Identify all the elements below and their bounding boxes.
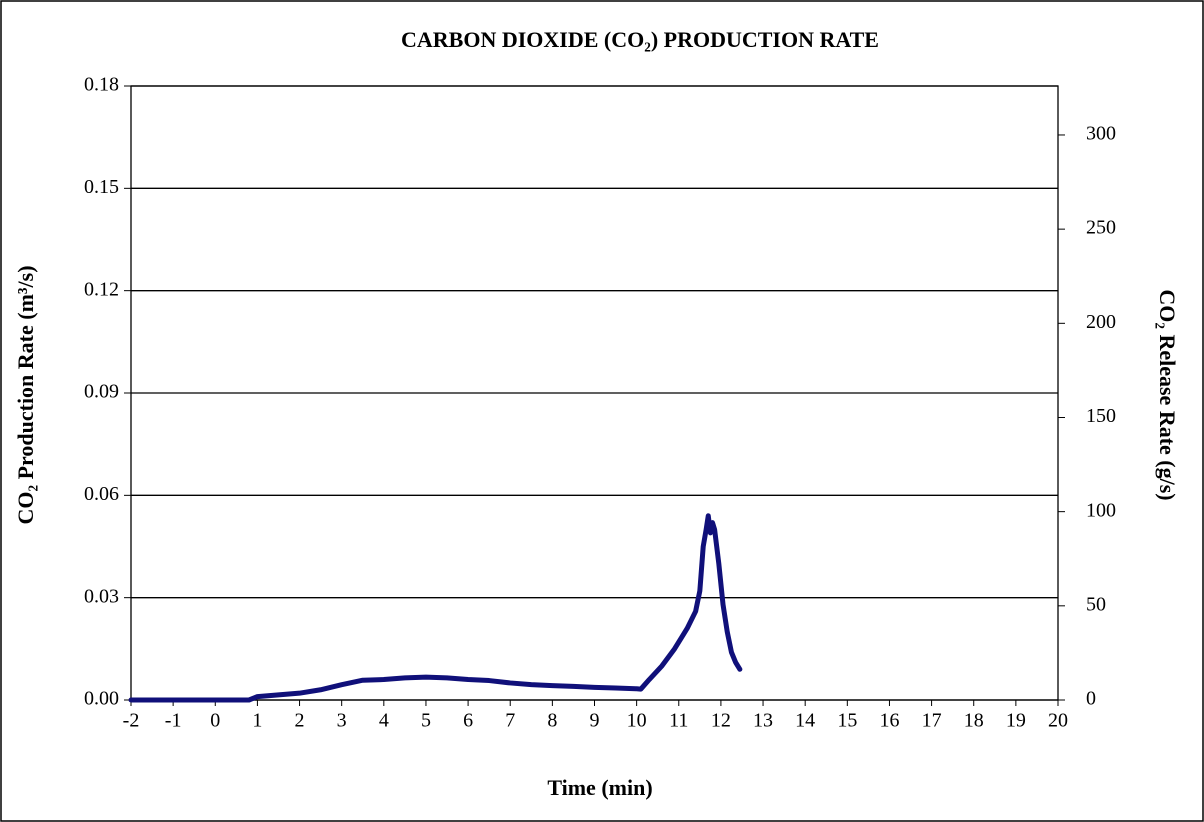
x-tick-label: 18 [964,710,984,732]
plot-area [130,85,1059,701]
x-tick-label: 3 [337,710,347,732]
x-tick-label: 11 [669,710,688,732]
y2-tick-label: 150 [1086,405,1116,427]
y2-tick-label: 300 [1086,123,1116,145]
chart-title: CARBON DIOXIDE (CO₂) PRODUCTION RATE [401,27,879,52]
y2-tick-label: 50 [1086,593,1106,615]
x-tick-label: 20 [1048,710,1068,732]
x-tick-label: 6 [463,710,473,732]
y-tick-label: 0.12 [84,278,119,300]
x-tick-label: 13 [753,710,773,732]
x-tick-label: 2 [295,710,305,732]
y-tick-label: 0.03 [84,585,119,607]
y2-tick-label: 250 [1086,217,1116,239]
x-tick-label: 7 [505,710,515,732]
x-tick-label: 5 [421,710,431,732]
data-line [128,513,743,703]
y-tick-label: 0.06 [84,483,119,505]
x-tick-label: 17 [922,710,942,732]
x-tick-label: 14 [795,710,815,732]
x-tick-label: 10 [627,710,647,732]
y2-tick-label: 0 [1086,688,1096,710]
x-tick-label: 19 [1006,710,1026,732]
x-tick-label: 12 [711,710,731,732]
x-tick-label: 16 [879,710,899,732]
y-tick-label: 0.09 [84,381,119,403]
x-axis-label: Time (min) [547,775,652,800]
y-tick-label: 0.00 [84,688,119,710]
x-tick-label: 15 [837,710,857,732]
y2-axis-label: CO₂ Release Rate (g/s) [1155,289,1180,500]
y-tick-label: 0.18 [84,74,119,96]
x-tick-label: 1 [252,710,262,732]
x-tick-label: 0 [210,710,220,732]
x-tick-label: 4 [379,710,389,732]
x-tick-label: -2 [123,710,140,732]
y2-tick-label: 200 [1086,311,1116,333]
y2-tick-label: 100 [1086,499,1116,521]
y-tick-label: 0.15 [84,176,119,198]
y-axis-label: CO₂ Production Rate (m³/s) [13,265,38,524]
x-tick-label: 9 [590,710,600,732]
x-tick-label: -1 [165,710,182,732]
x-tick-label: 8 [547,710,557,732]
